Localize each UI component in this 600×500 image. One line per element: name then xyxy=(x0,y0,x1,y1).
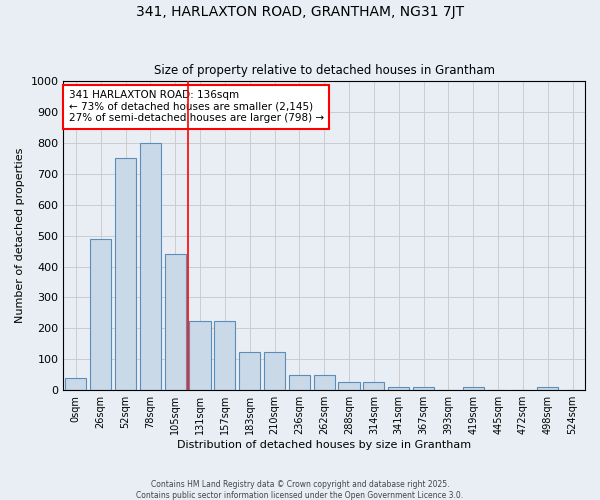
Bar xyxy=(364,382,385,390)
Text: 341, HARLAXTON ROAD, GRANTHAM, NG31 7JT: 341, HARLAXTON ROAD, GRANTHAM, NG31 7JT xyxy=(136,5,464,19)
Bar xyxy=(214,320,235,390)
Bar xyxy=(164,254,186,390)
Bar xyxy=(115,158,136,390)
Bar xyxy=(90,238,111,390)
Bar xyxy=(463,387,484,390)
Title: Size of property relative to detached houses in Grantham: Size of property relative to detached ho… xyxy=(154,64,495,77)
Bar xyxy=(190,320,211,390)
Text: Contains HM Land Registry data © Crown copyright and database right 2025.
Contai: Contains HM Land Registry data © Crown c… xyxy=(136,480,464,500)
Bar xyxy=(338,382,359,390)
Bar xyxy=(289,374,310,390)
X-axis label: Distribution of detached houses by size in Grantham: Distribution of detached houses by size … xyxy=(177,440,471,450)
Bar xyxy=(537,387,558,390)
Bar xyxy=(388,387,409,390)
Bar xyxy=(239,352,260,390)
Text: 341 HARLAXTON ROAD: 136sqm
← 73% of detached houses are smaller (2,145)
27% of s: 341 HARLAXTON ROAD: 136sqm ← 73% of deta… xyxy=(68,90,324,124)
Bar xyxy=(264,352,285,390)
Bar xyxy=(314,374,335,390)
Y-axis label: Number of detached properties: Number of detached properties xyxy=(15,148,25,324)
Bar xyxy=(140,143,161,390)
Bar xyxy=(65,378,86,390)
Bar xyxy=(413,387,434,390)
